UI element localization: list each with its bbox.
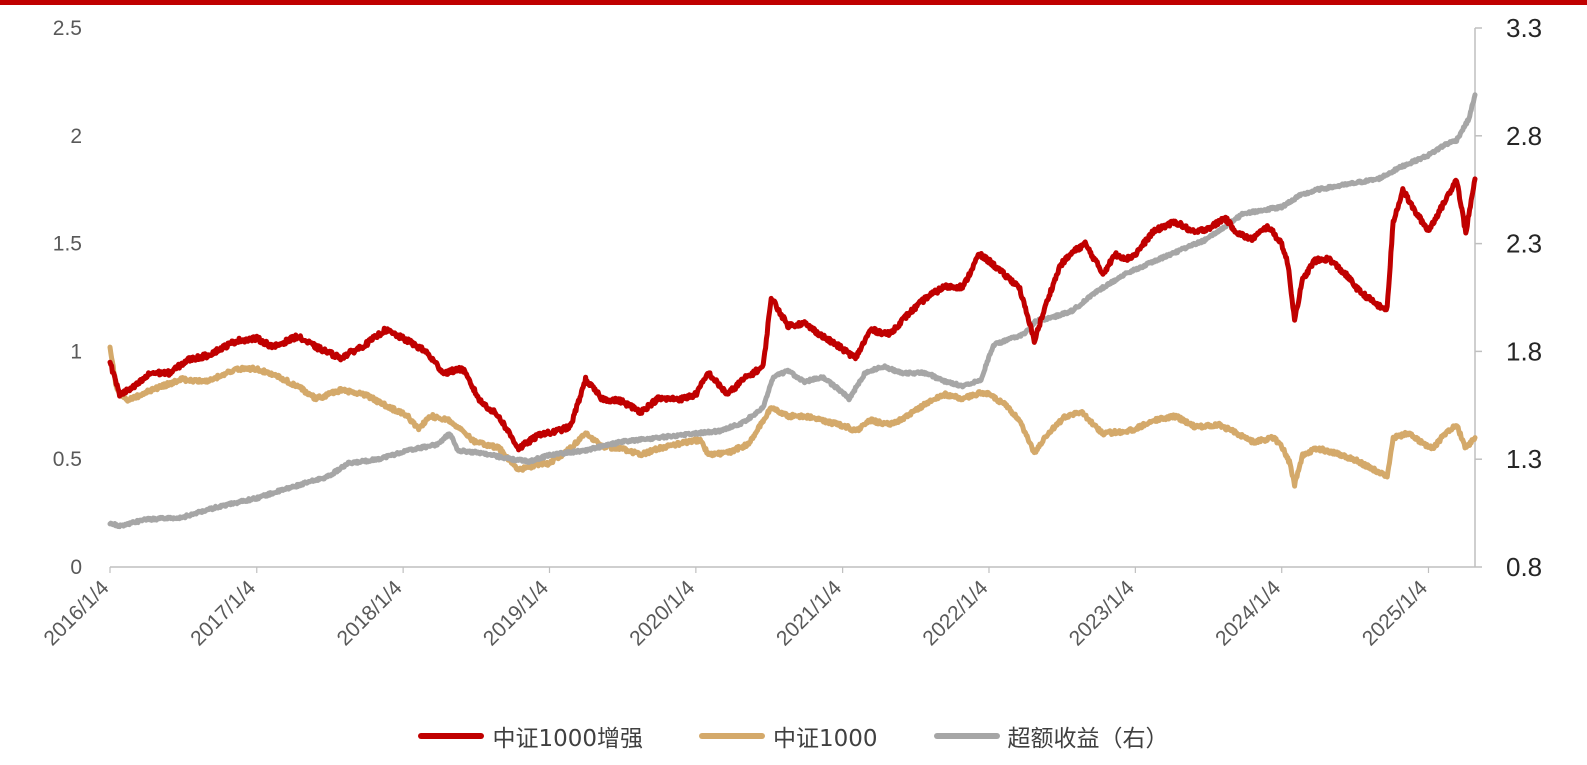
legend-label-enhanced: 中证1000增强: [492, 726, 643, 752]
x-tick-label: 2021/1/4: [772, 576, 846, 650]
y-right-tick-label: 2.3: [1506, 229, 1542, 259]
y-right-tick-label: 1.8: [1506, 336, 1542, 366]
x-tick-label: 2019/1/4: [479, 576, 553, 650]
line-chart: 2016/1/4 2017/1/4 2018/1/4 2019/1/4 2020/1/4…: [39, 13, 1542, 650]
series-line-excess: [107, 92, 1478, 530]
y-right-tick-label: 2.8: [1506, 121, 1542, 151]
x-tick-label: 2018/1/4: [333, 576, 407, 650]
top-rule: [0, 0, 1587, 5]
x-tick-label: 2017/1/4: [186, 576, 260, 650]
series-line-enhanced: [107, 176, 1478, 453]
x-tick-label: 2016/1/4: [39, 576, 113, 650]
legend-swatch-index: [699, 733, 765, 739]
y-right-tick-label: 0.8: [1506, 552, 1542, 582]
y-left-tick-label: 0: [70, 556, 82, 579]
legend-item-enhanced: 中证1000增强: [418, 719, 643, 753]
y-left-tick-label: 1.5: [53, 233, 82, 256]
legend: 中证1000增强 中证1000 超额收益（右）: [0, 718, 1587, 754]
x-tick-label: 2023/1/4: [1065, 576, 1139, 650]
y-right-tick-label: 3.3: [1506, 13, 1542, 43]
y-left-tick-label: 2: [70, 125, 82, 148]
y-right-tick-label: 1.3: [1506, 444, 1542, 474]
y-axis-left: 0 0.5 1 1.5 2 2.5: [53, 17, 82, 579]
series-line-index: [107, 344, 1478, 489]
legend-item-index: 中证1000: [699, 719, 878, 753]
x-tick-label: 2020/1/4: [625, 576, 699, 650]
x-tick-label: 2025/1/4: [1358, 576, 1432, 650]
series-layer: [107, 92, 1478, 530]
x-tick-label: 2022/1/4: [918, 576, 992, 650]
legend-label-index: 中证1000: [773, 726, 878, 752]
legend-swatch-enhanced: [418, 733, 485, 739]
x-axis: 2016/1/4 2017/1/4 2018/1/4 2019/1/4 2020/1/4…: [39, 566, 1475, 650]
legend-swatch-excess: [933, 733, 1000, 739]
y-left-tick-label: 1: [70, 340, 82, 363]
y-left-tick-label: 2.5: [53, 17, 82, 40]
legend-item-excess: 超额收益（右）: [933, 719, 1169, 753]
legend-label-excess: 超额收益（右）: [1007, 726, 1169, 752]
y-axis-right: 0.8 1.3 1.8 2.3 2.8 3.3: [1474, 13, 1542, 582]
x-tick-label: 2024/1/4: [1211, 576, 1285, 650]
y-left-tick-label: 0.5: [53, 448, 82, 471]
